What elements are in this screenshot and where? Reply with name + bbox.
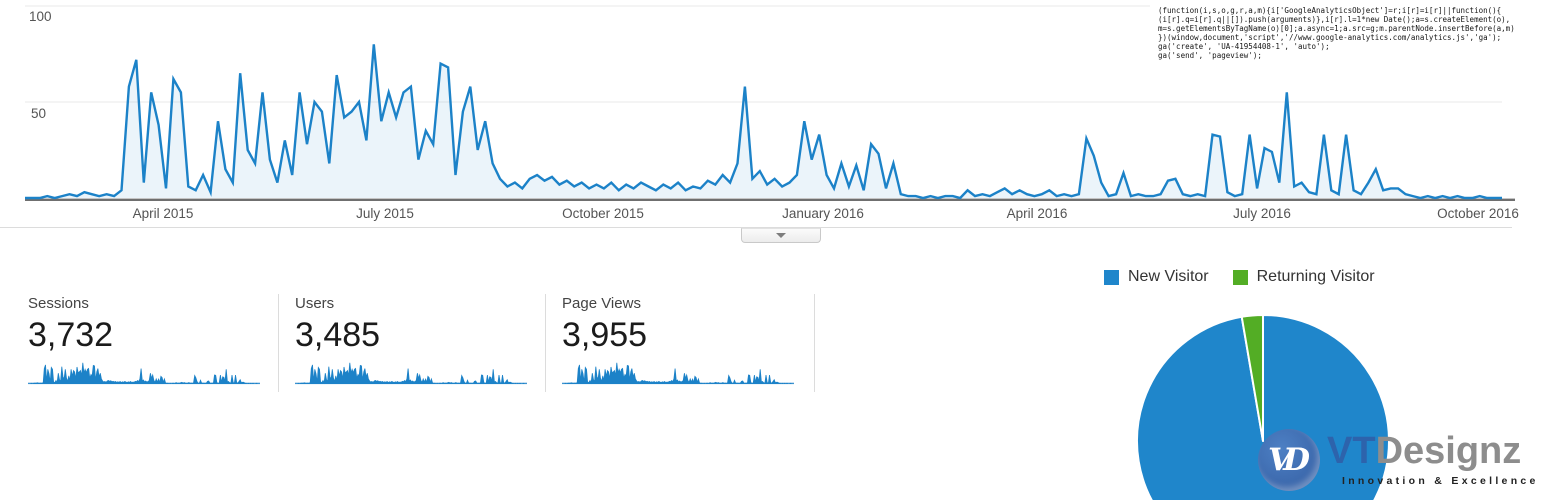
legend-label: Returning Visitor [1256,268,1375,285]
legend-swatch [1104,269,1119,285]
metric-value: 3,485 [295,316,381,354]
logo-monogram: D [1283,441,1310,478]
logo-brand-suffix: Designz [1375,430,1522,472]
metric-card-sessions[interactable]: Sessions 3,732 [28,294,278,392]
legend-item-returning-visitor: Returning Visitor [1232,268,1375,286]
metric-card-users[interactable]: Users 3,485 [278,294,545,392]
metric-card-pageviews[interactable]: Page Views 3,955 [545,294,815,392]
y-axis-tick-label: 50 [31,106,47,121]
logo-brand-prefix: VT [1327,430,1376,472]
visitor-type-pie-chart [1136,314,1390,500]
x-axis-tick-label: April 2016 [1006,206,1068,221]
legend-label: New Visitor [1128,268,1209,285]
logo-tagline: Innovation & Excellence [1342,475,1539,487]
x-axis-tick-label: July 2015 [356,206,414,221]
x-axis-tick-label: April 2015 [132,206,194,221]
metric-label: Users [295,295,335,312]
metric-label: Sessions [28,295,89,312]
metric-cards: Sessions 3,732 Users 3,485 Page Views 3,… [28,294,815,392]
users-sparkline-chart [295,362,527,385]
timeline-collapse-handle[interactable] [741,228,821,243]
legend-swatch [1232,269,1248,285]
chevron-down-icon [776,233,786,238]
logo-monogram: V [1268,441,1293,478]
x-axis-tick-label: October 2016 [1437,206,1519,221]
x-axis-tick-label: January 2016 [782,206,864,221]
pageviews-sparkline-chart [562,362,794,385]
metric-value: 3,732 [28,316,114,354]
logo-brand-text: VTDesignz [1327,432,1521,470]
x-axis-tick-label: July 2016 [1233,206,1291,221]
metric-label: Page Views [562,295,641,312]
tracking-code-snippet: (function(i,s,o,g,r,a,m){i['GoogleAnalyt… [1158,6,1515,60]
timeline-bottom-divider [0,227,1512,228]
sessions-sparkline-chart [28,362,260,385]
x-axis-tick-label: October 2015 [562,206,644,221]
metric-value: 3,955 [562,316,648,354]
sessions-timeline-chart [25,5,1515,201]
y-axis-tick-label: 100 [29,9,52,24]
visitor-type-legend: New Visitor Returning Visitor [1104,268,1399,286]
legend-item-new-visitor: New Visitor [1104,268,1209,286]
